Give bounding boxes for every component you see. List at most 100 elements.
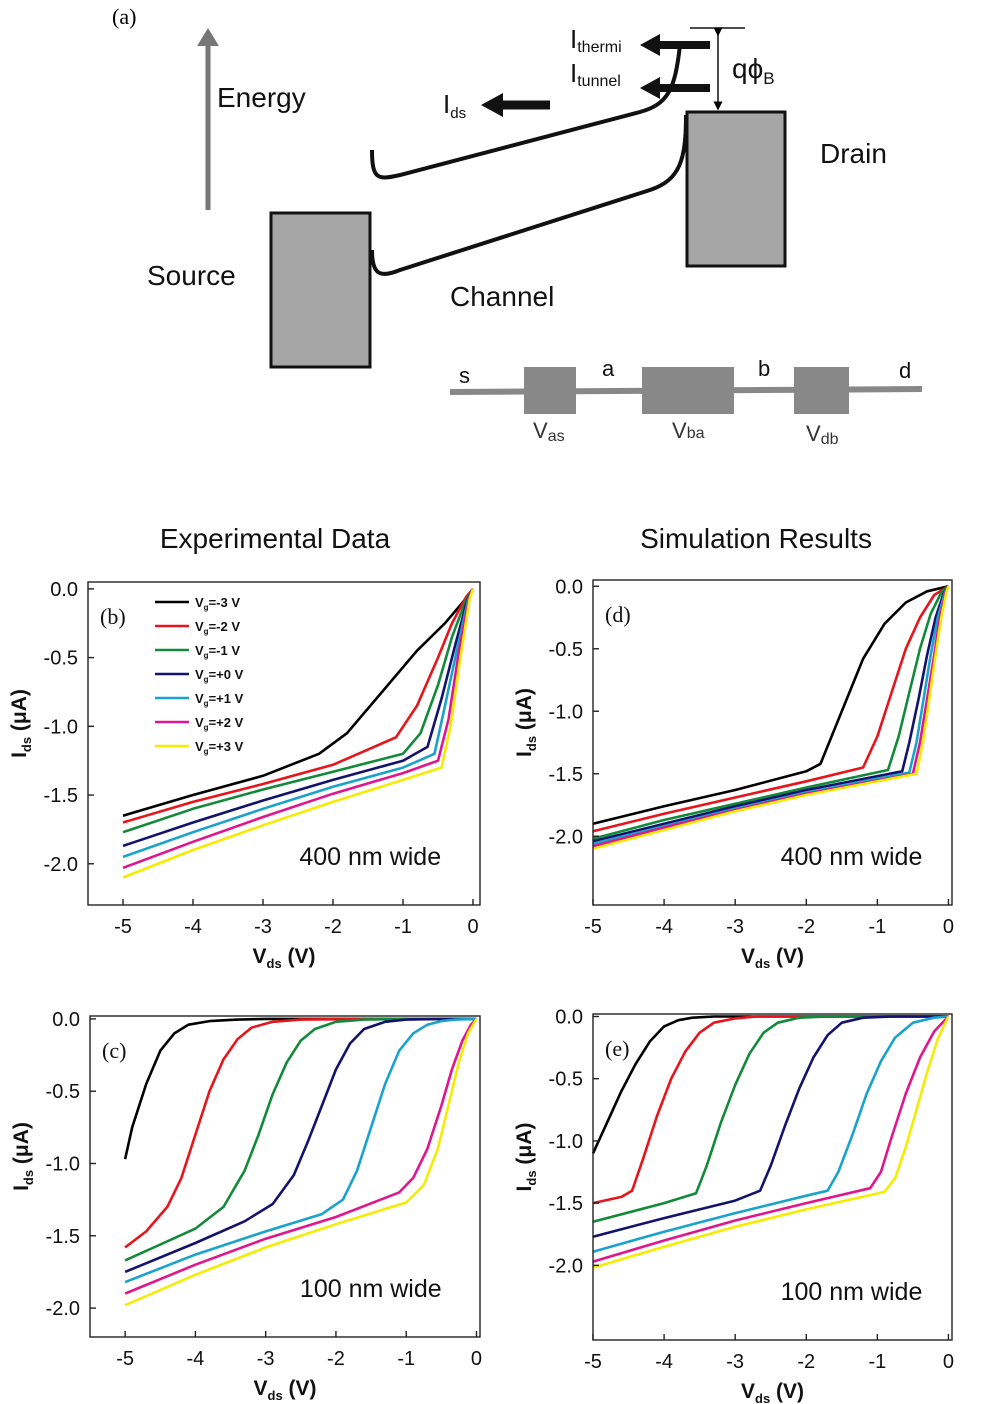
band-diagram: (a) Energy Source Drain Channel Ids Ithe… <box>112 4 923 448</box>
series-line-e-2 <box>592 1015 949 1224</box>
series-line-b-1 <box>122 588 474 824</box>
ids-arrowhead <box>481 93 503 117</box>
y-tick-label-e-1: -0.5 <box>549 1069 583 1091</box>
x-tick-label-c-0: -5 <box>116 1348 134 1370</box>
series-line-e-1 <box>592 1015 949 1205</box>
series-line-e-4 <box>592 1015 949 1253</box>
legend-label-4: Vg=+1 V <box>195 691 244 708</box>
series-line-d-2 <box>592 585 950 841</box>
series-line-c-1 <box>124 1017 477 1249</box>
drain-label: Drain <box>820 138 887 169</box>
series-line-e-3 <box>592 1015 949 1238</box>
x-axis-label-b: Vds (V) <box>252 945 315 971</box>
chart-c-experimental-100nm: -5 -4 -3 -2 -1 0 0.0 -0.5 -1.0 -1.5 -2.0 Vds (V) Ids… <box>10 1009 482 1403</box>
x-tick-label-b-3: -2 <box>324 916 342 938</box>
ithermi-label: Ithermi <box>570 24 622 56</box>
annotation-d: 400 nm wide <box>781 843 923 871</box>
plot-frame-b <box>87 581 481 906</box>
annotation-c: 100 nm wide <box>300 1275 442 1303</box>
series-line-d-3 <box>592 585 950 843</box>
barrier-label: qϕB <box>732 53 775 88</box>
series-line-e-5 <box>592 1015 950 1263</box>
series-line-d-5 <box>592 585 950 848</box>
x-tick-label-e-2: -3 <box>726 1351 744 1373</box>
chart-b-experimental-400nm: -5 -4 -3 -2 -1 0 0.0 -0.5 -1.0 -1.5 -2.0 Vds (V) Ids… <box>8 579 481 971</box>
y-tick-label-e-4: -2.0 <box>549 1255 583 1277</box>
y-axis-label-e: Ids (μA) <box>513 1123 539 1192</box>
legend-label-0: Vg=-3 V <box>195 595 240 612</box>
x-tick-label-e-0: -5 <box>584 1351 602 1373</box>
vba-label: Vba <box>672 418 705 443</box>
series-line-c-5 <box>124 1017 478 1295</box>
y-tick-label-d-0: 0.0 <box>555 576 583 598</box>
x-tick-label-d-2: -3 <box>726 916 744 938</box>
y-tick-label-c-1: -0.5 <box>46 1081 80 1103</box>
x-tick-label-e-3: -2 <box>797 1351 815 1373</box>
series-line-e-6 <box>592 1015 950 1270</box>
panel-label-b: (b) <box>100 604 126 629</box>
legend-label-3: Vg=+0 V <box>195 667 244 684</box>
conduction-band-edge <box>370 44 682 180</box>
legend-label-2: Vg=-1 V <box>195 643 240 660</box>
x-axis-label-d: Vds (V) <box>741 945 804 971</box>
y-tick-label-b-3: -1.5 <box>44 785 78 807</box>
series-line-c-4 <box>124 1017 477 1284</box>
itunnel-arrowhead <box>640 77 660 99</box>
y-tick-label-c-0: 0.0 <box>52 1009 80 1031</box>
x-tick-label-b-4: -1 <box>394 916 412 938</box>
resistor-ba <box>642 367 734 414</box>
series-line-b-0 <box>122 588 475 817</box>
legend-label-5: Vg=+2 V <box>195 715 244 732</box>
x-tick-label-c-5: 0 <box>471 1348 482 1370</box>
chart-e-simulation-100nm: -5 -4 -3 -2 -1 0 0.0 -0.5 -1.0 -1.5 -2.0 Vds (V) Ids… <box>513 1006 954 1404</box>
x-tick-label-d-4: -1 <box>868 916 886 938</box>
ids-label: Ids <box>443 89 466 122</box>
x-tick-label-d-5: 0 <box>943 916 954 938</box>
x-tick-label-d-1: -4 <box>655 916 673 938</box>
legend: Vg=-3 V Vg=-2 V Vg=-1 V Vg=+0 V Vg=+1 V Vg=+2… <box>155 595 244 756</box>
panel-label-a: (a) <box>112 4 136 29</box>
source-label: Source <box>147 260 236 291</box>
series-line-b-3 <box>122 588 475 848</box>
series-line-b-5 <box>122 588 475 870</box>
annotation-e: 100 nm wide <box>781 1278 923 1306</box>
y-tick-label-d-2: -1.0 <box>549 701 583 723</box>
x-tick-label-c-3: -2 <box>327 1348 345 1370</box>
channel-label: Channel <box>450 281 554 312</box>
y-tick-label-b-1: -0.5 <box>44 648 78 670</box>
series-line-c-2 <box>124 1017 477 1262</box>
y-tick-label-c-4: -2.0 <box>46 1298 80 1320</box>
x-axis-label-c: Vds (V) <box>253 1377 316 1403</box>
drain-block <box>685 110 787 268</box>
y-tick-label-b-4: -2.0 <box>44 854 78 876</box>
series-line-b-4 <box>122 588 475 859</box>
y-tick-label-b-0: 0.0 <box>50 579 78 601</box>
legend-label-1: Vg=-2 V <box>195 619 240 636</box>
valence-band-edge <box>370 114 688 276</box>
x-tick-label-e-4: -1 <box>868 1351 886 1373</box>
node-d-label: d <box>899 358 911 383</box>
y-axis-label-d: Ids (μA) <box>513 688 539 757</box>
plot-frame-d <box>592 579 953 906</box>
x-tick-label-b-0: -5 <box>114 916 132 938</box>
x-tick-label-b-2: -3 <box>254 916 272 938</box>
y-tick-label-e-2: -1.0 <box>549 1131 583 1153</box>
panel-label-d: (d) <box>605 602 631 627</box>
panel-label-e: (e) <box>605 1036 629 1061</box>
resistor-db <box>794 367 849 414</box>
series-line-d-1 <box>592 585 950 833</box>
x-tick-label-d-0: -5 <box>584 916 602 938</box>
x-tick-label-b-1: -4 <box>184 916 202 938</box>
y-tick-label-d-3: -1.5 <box>549 764 583 786</box>
y-tick-label-e-0: 0.0 <box>555 1006 583 1028</box>
series-line-c-6 <box>124 1018 478 1307</box>
resistor-as <box>524 367 576 414</box>
panel-label-c: (c) <box>102 1038 126 1063</box>
heading-simulation: Simulation Results <box>640 523 872 554</box>
vas-label: Vas <box>533 418 565 445</box>
y-tick-label-e-3: -1.5 <box>549 1193 583 1215</box>
series-line-d-0 <box>592 585 949 826</box>
x-tick-label-e-5: 0 <box>943 1351 954 1373</box>
energy-arrowhead <box>197 28 219 46</box>
